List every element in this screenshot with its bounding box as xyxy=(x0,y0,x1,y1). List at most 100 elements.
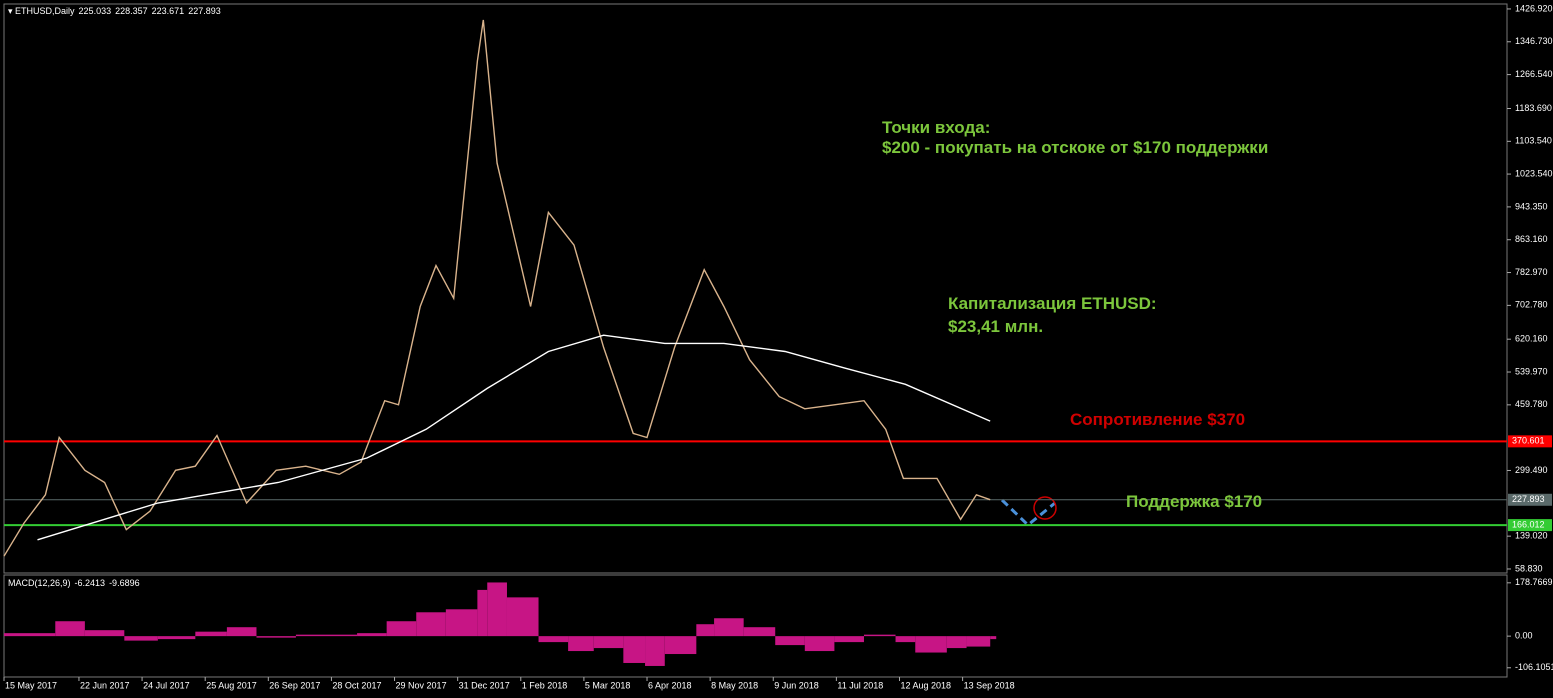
annotation: Сопротивление $370 xyxy=(1070,410,1246,429)
macd-bar xyxy=(84,630,125,637)
y-tick-label: 539.970 xyxy=(1515,366,1548,376)
y-tick-label: 1426.920 xyxy=(1515,3,1553,13)
price-line xyxy=(37,334,991,541)
x-tick-label: 11 Jul 2018 xyxy=(837,680,883,690)
y-tick-label: 299.490 xyxy=(1515,465,1548,475)
macd-bar xyxy=(357,633,387,637)
macd-reading: -6.2413 xyxy=(74,578,106,588)
y-tick-label: 1023.540 xyxy=(1515,168,1553,178)
annotation: Капитализация ETHUSD: xyxy=(948,294,1157,313)
annotation: Поддержка $170 xyxy=(1126,492,1263,511)
macd-bar xyxy=(506,597,539,637)
y-tick-label: 1266.540 xyxy=(1515,69,1553,79)
x-tick-label: 22 Jun 2017 xyxy=(80,680,130,690)
price-frame xyxy=(3,3,1508,574)
macd-bar xyxy=(990,636,997,640)
y-tick-label: 1103.540 xyxy=(1515,136,1552,146)
price-line xyxy=(3,19,991,557)
y-tick-label: 1346.730 xyxy=(1515,36,1553,46)
macd-bar xyxy=(157,636,196,640)
x-tick-label: 1 Feb 2018 xyxy=(522,680,568,690)
y-tick-label: 863.160 xyxy=(1515,234,1548,244)
macd-bar xyxy=(743,627,776,637)
macd-bar xyxy=(477,589,488,637)
macd-bar xyxy=(226,627,257,637)
macd-title: MACD(12,26,9) xyxy=(8,578,71,588)
y-tick-label: 178.7669 xyxy=(1515,577,1553,587)
macd-bar xyxy=(487,582,507,637)
y-tick-label: 58.830 xyxy=(1515,563,1543,573)
y-tick-label: 943.350 xyxy=(1515,201,1548,211)
annotation: $200 - покупать на отскоке от $170 подде… xyxy=(882,138,1269,157)
macd-bar xyxy=(645,636,665,666)
x-tick-label: 12 Aug 2018 xyxy=(900,680,951,690)
macd-bar xyxy=(4,633,56,637)
x-tick-label: 8 May 2018 xyxy=(711,680,758,690)
target-circle xyxy=(1033,496,1057,520)
y-tick-label: 139.020 xyxy=(1515,531,1548,541)
macd-bar xyxy=(714,618,744,637)
macd-frame xyxy=(3,574,1508,678)
y-tick-label: 459.780 xyxy=(1515,399,1548,409)
macd-bar xyxy=(863,634,896,637)
x-tick-label: 24 Jul 2017 xyxy=(143,680,190,690)
macd-bar xyxy=(195,631,227,637)
macd-bar xyxy=(895,636,916,643)
annotation: $23,41 млн. xyxy=(948,317,1044,336)
macd-bar xyxy=(593,636,624,649)
macd-bar xyxy=(55,621,85,637)
macd-reading: -9.6896 xyxy=(109,578,140,588)
x-tick-label: 5 Mar 2018 xyxy=(585,680,631,690)
ohlc: 225.033 xyxy=(78,6,112,16)
x-tick-label: 13 Sep 2018 xyxy=(964,680,1015,690)
macd-bar xyxy=(445,609,478,637)
y-tick-label: 620.160 xyxy=(1515,334,1548,344)
macd-bar xyxy=(696,624,715,637)
level-label: 166.012 xyxy=(1512,519,1545,529)
x-tick-label: 15 May 2017 xyxy=(5,680,57,690)
macd-bar xyxy=(623,636,646,663)
macd-bar xyxy=(538,636,569,643)
macd-bar xyxy=(124,636,158,641)
x-tick-label: 26 Sep 2017 xyxy=(269,680,320,690)
y-tick-label: 0.00 xyxy=(1515,631,1533,641)
y-tick-label: -106.1051 xyxy=(1515,662,1553,672)
y-tick-label: 702.780 xyxy=(1515,300,1548,310)
ohlc: 228.357 xyxy=(115,6,148,16)
macd-bar xyxy=(568,636,594,652)
macd-bar xyxy=(325,634,358,637)
forecast-arrow xyxy=(1000,498,1056,528)
ohlc: 223.671 xyxy=(151,6,185,16)
macd-bar xyxy=(966,636,991,647)
annotation: Точки входа: xyxy=(882,118,991,137)
x-tick-label: 29 Nov 2017 xyxy=(396,680,447,690)
level-label: 227.893 xyxy=(1512,494,1545,504)
macd-bar xyxy=(664,636,697,655)
macd-bar xyxy=(946,636,967,649)
level-tag xyxy=(1508,519,1552,532)
level-tag xyxy=(1508,493,1552,506)
symbol-header: ▾ ETHUSD,Daily 225.033 228.357 223.671 227.8… xyxy=(8,6,221,16)
symbol: ETHUSD,Daily xyxy=(15,6,75,16)
x-tick-label: 6 Apr 2018 xyxy=(648,680,692,690)
y-tick-label: 782.970 xyxy=(1515,267,1548,277)
macd-bar xyxy=(295,634,326,637)
macd-bar xyxy=(804,636,835,652)
x-tick-label: 28 Oct 2017 xyxy=(332,680,381,690)
macd-bar xyxy=(834,636,864,643)
x-tick-label: 9 Jun 2018 xyxy=(774,680,819,690)
macd-bar xyxy=(386,621,417,637)
macd-bar xyxy=(915,636,947,653)
x-tick-label: 31 Dec 2017 xyxy=(459,680,510,690)
level-label: 370.601 xyxy=(1512,436,1545,446)
ohlc: 227.893 xyxy=(188,6,221,16)
y-tick-label: 1183.690 xyxy=(1515,103,1552,113)
x-tick-label: 25 Aug 2017 xyxy=(206,680,257,690)
macd-header: MACD(12,26,9) -6.2413 -9.6896 xyxy=(8,578,144,588)
macd-bar xyxy=(256,636,296,638)
macd-bar xyxy=(416,612,446,637)
level-tag xyxy=(1508,435,1552,448)
macd-bar xyxy=(775,636,805,646)
